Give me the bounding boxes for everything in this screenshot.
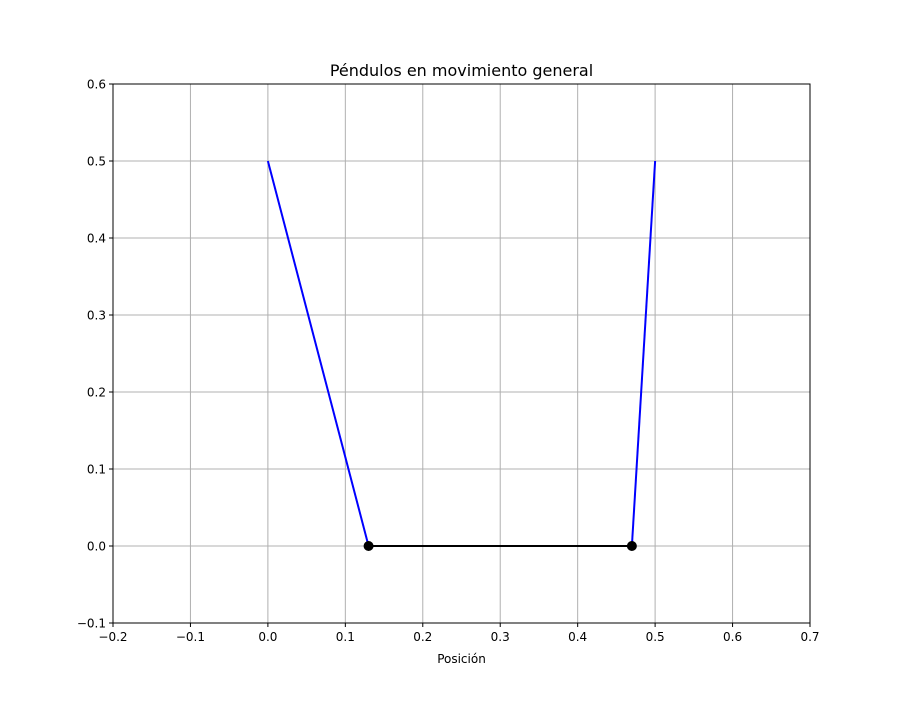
y-tick-label: 0.0 — [87, 540, 106, 554]
x-tick-label: 0.1 — [336, 630, 355, 644]
y-tick-label: 0.3 — [87, 309, 106, 323]
x-tick-label: 0.6 — [723, 630, 742, 644]
x-tick-label: 0.7 — [800, 630, 819, 644]
y-tick-label: 0.4 — [87, 232, 106, 246]
series-layer — [266, 160, 657, 547]
grid — [112, 83, 811, 624]
x-tick-label: −0.2 — [98, 630, 127, 644]
points-layer — [363, 541, 637, 551]
y-tick-label: 0.5 — [87, 155, 106, 169]
x-tick-label: −0.1 — [176, 630, 205, 644]
x-axis-ticks: −0.2 −0.1 0.0 0.1 0.2 0.3 0.4 0.5 0.6 0.7 — [98, 623, 820, 644]
axes-frame — [112, 83, 811, 624]
y-tick-label: 0.2 — [87, 386, 106, 400]
left-pendulum-rod — [266, 160, 370, 547]
x-tick-label: 0.4 — [568, 630, 587, 644]
right-pendulum-rod — [630, 160, 657, 547]
x-tick-label: 0.0 — [258, 630, 277, 644]
x-tick-label: 0.5 — [646, 630, 665, 644]
x-axis-label: Posición — [437, 652, 486, 666]
x-tick-label: 0.3 — [491, 630, 510, 644]
chart-title: Péndulos en movimiento general — [330, 61, 593, 80]
left-bob-marker — [363, 541, 374, 551]
y-axis-ticks: −0.1 0.0 0.1 0.2 0.3 0.4 0.5 0.6 — [77, 78, 113, 631]
y-tick-label: −0.1 — [77, 617, 106, 631]
right-bob-marker — [626, 541, 637, 551]
y-tick-label: 0.6 — [87, 78, 106, 92]
x-tick-label: 0.2 — [413, 630, 432, 644]
y-tick-label: 0.1 — [87, 463, 106, 477]
